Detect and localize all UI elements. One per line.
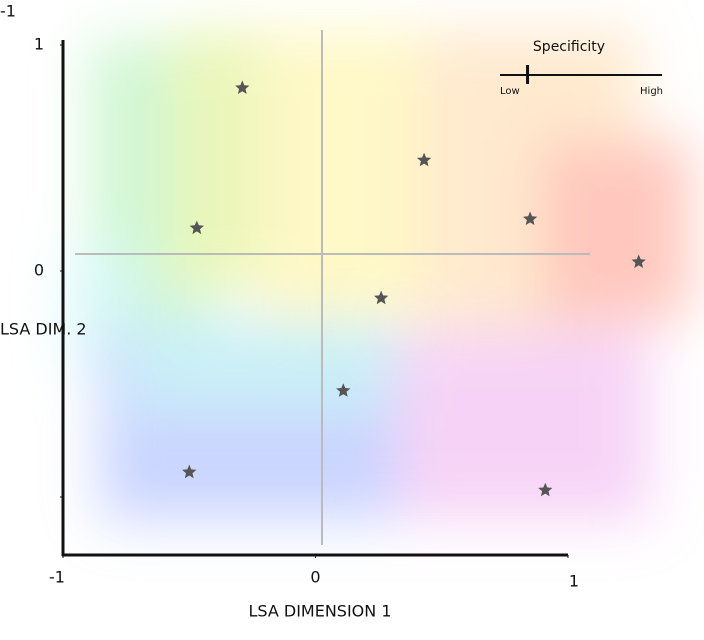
slider-low: Low <box>500 86 520 97</box>
point <box>631 254 646 268</box>
point <box>416 152 432 167</box>
y-tick-label: 0 <box>34 261 44 280</box>
point <box>523 211 538 226</box>
point <box>538 482 553 497</box>
y-tick-label: -1 <box>0 2 16 21</box>
point <box>336 383 351 397</box>
x-axis-label: LSA DIMENSION 1 <box>248 602 391 621</box>
slider-high: High <box>640 86 663 97</box>
point <box>235 80 250 94</box>
point <box>182 464 197 479</box>
x-tick-label: -1 <box>49 568 65 587</box>
point <box>374 290 389 305</box>
x-tick-label: 0 <box>310 568 320 587</box>
slider-title: Specificity <box>533 39 605 55</box>
y-axis-label: LSA DIM. 2 <box>0 320 87 339</box>
point <box>189 220 204 235</box>
x-tick-label: 1 <box>569 572 579 591</box>
y-tick-label: 1 <box>34 35 44 54</box>
color-field <box>70 30 690 520</box>
